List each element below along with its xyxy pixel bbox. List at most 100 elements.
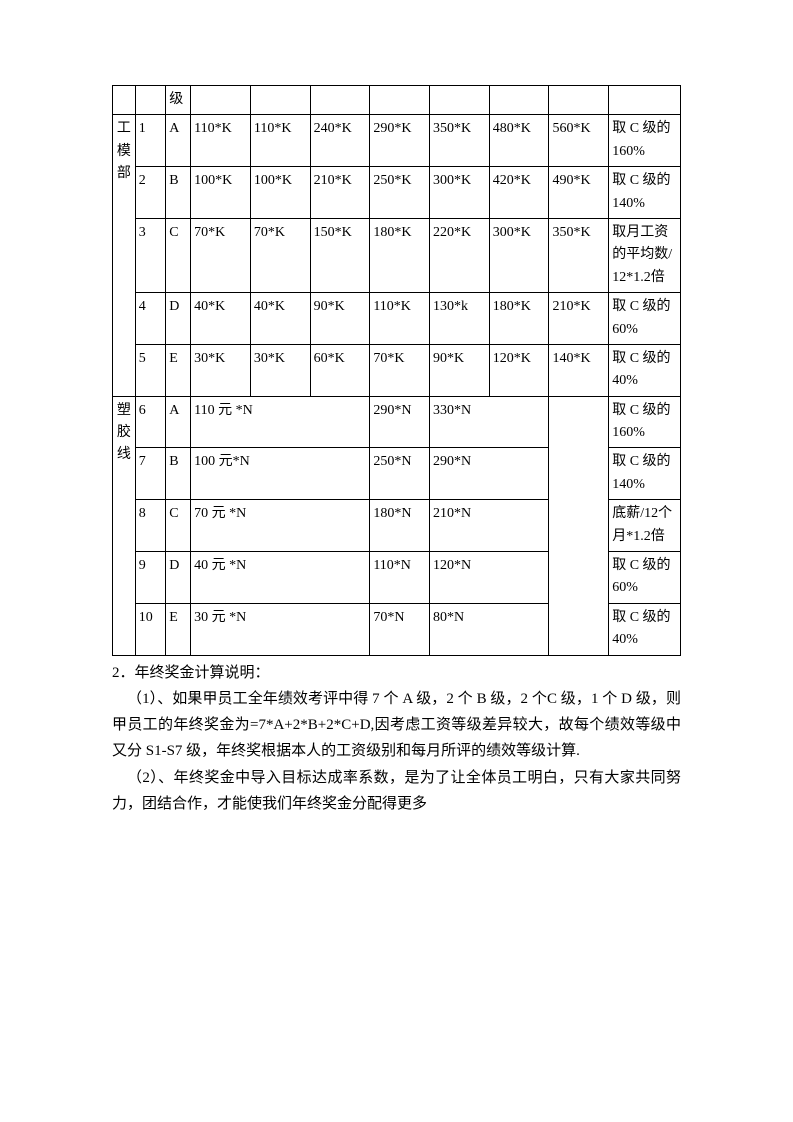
cell: 110 元 *N	[191, 396, 370, 448]
cell: 80*N	[430, 603, 549, 655]
cell: 取 C 级的 60%	[609, 293, 681, 345]
cell: 290*K	[370, 115, 430, 167]
cell: 取 C 级的 140%	[609, 167, 681, 219]
table-row: 塑胶线 6 A 110 元 *N 290*N 330*N 取 C 级的 160%	[113, 396, 681, 448]
cell: 取 C 级的 60%	[609, 552, 681, 604]
cell: 5	[135, 344, 165, 396]
cell: 40*K	[191, 293, 251, 345]
cell: 120*K	[489, 344, 549, 396]
table-row: 4 D 40*K 40*K 90*K 110*K 130*k 180*K 210…	[113, 293, 681, 345]
cell: 9	[135, 552, 165, 604]
cell: 140*K	[549, 344, 609, 396]
cell: C	[166, 218, 191, 292]
cell: 取 C 级的 40%	[609, 603, 681, 655]
cell	[135, 86, 165, 115]
paragraph: （2）、年终奖金中导入目标达成率系数，是为了让全体员工明白，只有大家共同努力，团…	[112, 765, 681, 818]
cell: 1	[135, 115, 165, 167]
cell: 70*K	[370, 344, 430, 396]
cell: 40*K	[250, 293, 310, 345]
cell: E	[166, 344, 191, 396]
cell: D	[166, 552, 191, 604]
cell: 480*K	[489, 115, 549, 167]
cell: A	[166, 396, 191, 448]
cell: 120*N	[430, 552, 549, 604]
cell: 4	[135, 293, 165, 345]
bonus-table: 级 工模部 1 A 110*K 110*K 240*K 290*K 350*K …	[112, 85, 681, 656]
cell: 210*N	[430, 500, 549, 552]
cell: 取 C 级的 40%	[609, 344, 681, 396]
cell: B	[166, 167, 191, 219]
cell: 6	[135, 396, 165, 448]
cell	[549, 86, 609, 115]
cell: E	[166, 603, 191, 655]
paragraph-heading: 2．年终奖金计算说明：	[112, 660, 681, 686]
cell: 290*N	[430, 448, 549, 500]
table-row: 5 E 30*K 30*K 60*K 70*K 90*K 120*K 140*K…	[113, 344, 681, 396]
cell	[113, 86, 136, 115]
cell: 250*N	[370, 448, 430, 500]
cell: 70*K	[191, 218, 251, 292]
cell: 420*K	[489, 167, 549, 219]
cell: 40 元 *N	[191, 552, 370, 604]
cell: 7	[135, 448, 165, 500]
cell: 30*K	[250, 344, 310, 396]
cell: 250*K	[370, 167, 430, 219]
table-row: 2 B 100*K 100*K 210*K 250*K 300*K 420*K …	[113, 167, 681, 219]
cell: 220*K	[430, 218, 490, 292]
cell: 130*k	[430, 293, 490, 345]
cell: 8	[135, 500, 165, 552]
cell: 30 元 *N	[191, 603, 370, 655]
paragraph: （1）、如果甲员工全年绩效考评中得 7 个 A 级，2 个 B 级，2 个C 级…	[112, 686, 681, 765]
table-row: 工模部 1 A 110*K 110*K 240*K 290*K 350*K 48…	[113, 115, 681, 167]
table-row: 3 C 70*K 70*K 150*K 180*K 220*K 300*K 35…	[113, 218, 681, 292]
cell	[489, 86, 549, 115]
dept-cell: 塑胶线	[113, 396, 136, 655]
cell: A	[166, 115, 191, 167]
cell: 90*K	[430, 344, 490, 396]
cell: 150*K	[310, 218, 370, 292]
cell: 110*K	[250, 115, 310, 167]
cell: 110*K	[370, 293, 430, 345]
cell: 330*N	[430, 396, 549, 448]
cell-empty-merged	[549, 396, 609, 655]
cell: 560*K	[549, 115, 609, 167]
body-text: 2．年终奖金计算说明： （1）、如果甲员工全年绩效考评中得 7 个 A 级，2 …	[112, 660, 681, 818]
cell: 取 C 级的 160%	[609, 396, 681, 448]
cell: 300*K	[489, 218, 549, 292]
cell	[310, 86, 370, 115]
cell: 180*K	[489, 293, 549, 345]
cell-grade-header: 级	[166, 86, 191, 115]
page: 级 工模部 1 A 110*K 110*K 240*K 290*K 350*K …	[0, 0, 793, 1122]
cell: 100*K	[191, 167, 251, 219]
cell: 底薪/12个月*1.2倍	[609, 500, 681, 552]
cell: 70*N	[370, 603, 430, 655]
cell: 60*K	[310, 344, 370, 396]
cell: 取 C 级的 140%	[609, 448, 681, 500]
cell: 110*K	[191, 115, 251, 167]
cell	[191, 86, 251, 115]
cell: 300*K	[430, 167, 490, 219]
cell: 2	[135, 167, 165, 219]
cell: C	[166, 500, 191, 552]
cell: 180*K	[370, 218, 430, 292]
cell	[609, 86, 681, 115]
cell: 90*K	[310, 293, 370, 345]
cell: 180*N	[370, 500, 430, 552]
cell: 10	[135, 603, 165, 655]
cell: 290*N	[370, 396, 430, 448]
cell: 70 元 *N	[191, 500, 370, 552]
cell: 350*K	[430, 115, 490, 167]
cell: 240*K	[310, 115, 370, 167]
cell	[430, 86, 490, 115]
cell: 100*K	[250, 167, 310, 219]
cell: 350*K	[549, 218, 609, 292]
cell: 490*K	[549, 167, 609, 219]
cell	[250, 86, 310, 115]
table-row: 级	[113, 86, 681, 115]
cell: 取月工资的平均数/12*1.2倍	[609, 218, 681, 292]
cell: 210*K	[310, 167, 370, 219]
cell: 110*N	[370, 552, 430, 604]
cell: 210*K	[549, 293, 609, 345]
cell: 30*K	[191, 344, 251, 396]
cell: 70*K	[250, 218, 310, 292]
